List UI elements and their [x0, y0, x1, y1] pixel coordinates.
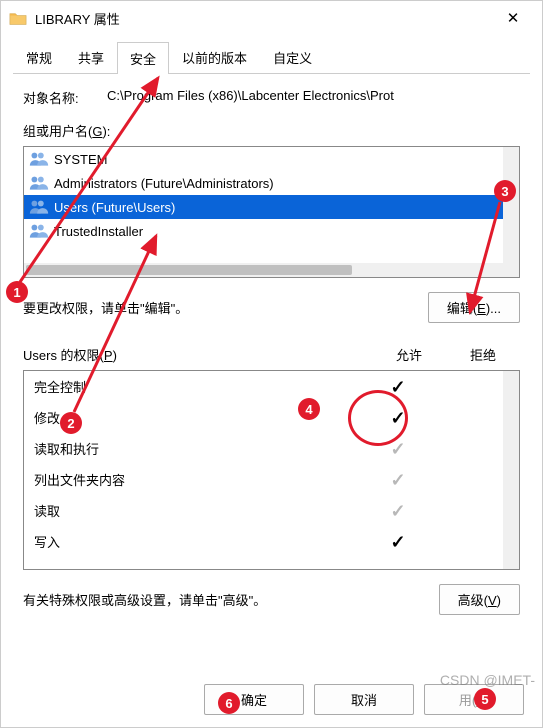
permission-name: 完全控制 — [34, 377, 361, 396]
group-item[interactable]: Administrators (Future\Administrators) — [24, 171, 519, 195]
permissions-list: 完全控制✓修改✓读取和执行✓列出文件夹内容✓读取✓写入✓ — [23, 370, 520, 570]
permission-name: 读取 — [34, 501, 361, 520]
allow-check-icon: ✓ — [361, 471, 435, 489]
cancel-button[interactable]: 取消 — [314, 684, 414, 715]
advanced-hint: 有关特殊权限或高级设置，请单击"高级"。 — [23, 590, 439, 609]
allow-check-icon: ✓ — [361, 409, 435, 427]
tab-strip: 常规共享安全以前的版本自定义 — [13, 41, 530, 74]
dialog-footer: 确定 取消 用(A) — [204, 684, 524, 715]
users-icon — [28, 174, 50, 192]
titlebar: LIBRARY 属性 ✕ — [1, 1, 542, 35]
users-icon — [28, 150, 50, 168]
permission-row: 列出文件夹内容✓ — [24, 464, 519, 495]
permission-row: 完全控制✓ — [24, 371, 519, 402]
permission-name: 写入 — [34, 532, 361, 551]
apply-button[interactable]: 用(A) — [424, 684, 524, 715]
permission-name: 修改 — [34, 408, 361, 427]
close-button[interactable]: ✕ — [492, 3, 534, 33]
permission-row: 读取✓ — [24, 495, 519, 526]
tab-1[interactable]: 共享 — [65, 41, 117, 73]
group-name: TrustedInstaller — [54, 224, 143, 239]
users-icon — [28, 198, 50, 216]
tab-2[interactable]: 安全 — [117, 42, 169, 74]
edit-row: 要更改权限，请单击"编辑"。 编辑(E)... — [23, 292, 520, 323]
allow-check-icon: ✓ — [361, 533, 435, 551]
tab-0[interactable]: 常规 — [13, 41, 65, 73]
group-item[interactable]: SYSTEM — [24, 147, 519, 171]
permission-name: 读取和执行 — [34, 439, 361, 458]
group-name: Users (Future\Users) — [54, 200, 175, 215]
folder-icon — [9, 11, 27, 25]
group-item[interactable]: TrustedInstaller — [24, 219, 519, 243]
groups-list[interactable]: SYSTEM Administrators (Future\Administrat… — [23, 146, 520, 278]
dialog-body: 对象名称: C:\Program Files (x86)\Labcenter E… — [1, 74, 542, 615]
permissions-title: Users 的权限(P) — [23, 345, 372, 364]
tab-3[interactable]: 以前的版本 — [169, 41, 260, 73]
group-name: Administrators (Future\Administrators) — [54, 176, 274, 191]
permission-name: 列出文件夹内容 — [34, 470, 361, 489]
group-item[interactable]: Users (Future\Users) — [24, 195, 519, 219]
object-name-value: C:\Program Files (x86)\Labcenter Electro… — [107, 88, 520, 107]
scrollbar-vertical[interactable] — [503, 371, 519, 569]
window-title: LIBRARY 属性 — [35, 9, 492, 28]
permission-row: 修改✓ — [24, 402, 519, 433]
scrollbar-vertical[interactable] — [503, 147, 519, 277]
permission-row: 写入✓ — [24, 526, 519, 557]
col-allow: 允许 — [372, 345, 446, 364]
allow-check-icon: ✓ — [361, 440, 435, 458]
properties-window: LIBRARY 属性 ✕ 常规共享安全以前的版本自定义 对象名称: C:\Pro… — [0, 0, 543, 728]
allow-check-icon: ✓ — [361, 378, 435, 396]
edit-button[interactable]: 编辑(E)... — [428, 292, 520, 323]
col-deny: 拒绝 — [446, 345, 520, 364]
groups-label: 组或用户名(G): — [23, 121, 520, 140]
ok-button[interactable]: 确定 — [204, 684, 304, 715]
advanced-button[interactable]: 高级(V) — [439, 584, 520, 615]
allow-check-icon: ✓ — [361, 502, 435, 520]
object-name-row: 对象名称: C:\Program Files (x86)\Labcenter E… — [23, 88, 520, 107]
tab-4[interactable]: 自定义 — [260, 41, 325, 73]
scrollbar-horizontal[interactable] — [24, 263, 503, 277]
group-name: SYSTEM — [54, 152, 107, 167]
users-icon — [28, 222, 50, 240]
object-name-label: 对象名称: — [23, 88, 107, 107]
permission-row: 读取和执行✓ — [24, 433, 519, 464]
permissions-header: Users 的权限(P) 允许 拒绝 — [23, 345, 520, 364]
edit-hint: 要更改权限，请单击"编辑"。 — [23, 298, 428, 317]
advanced-row: 有关特殊权限或高级设置，请单击"高级"。 高级(V) — [23, 584, 520, 615]
